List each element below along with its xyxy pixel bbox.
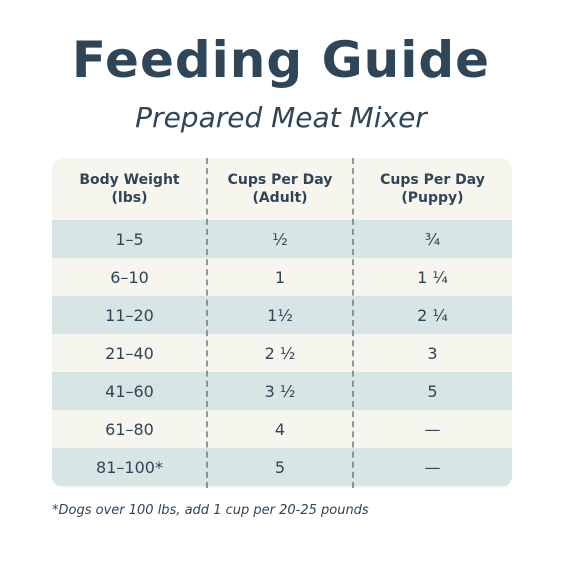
cell-body-weight: 11–20 [105,305,154,325]
column-divider [206,158,208,488]
cell-cups-puppy: 2 ¼ [417,305,448,325]
cell-cups-adult: 1 [274,267,286,287]
table-row: 21–40 2 ½ 3 [52,334,512,372]
cell-body-weight: 6–10 [110,267,149,287]
header-body-weight: Body Weight (lbs) [79,172,180,206]
cell-body-weight: 1–5 [115,229,144,249]
column-divider [352,158,354,488]
cell-cups-adult: 4 [274,419,286,439]
cell-cups-puppy: — [424,457,441,477]
table-row: 11–20 1½ 2 ¼ [52,296,512,334]
footnote: *Dogs over 100 lbs, add 1 cup per 20-25 … [52,503,369,518]
cell-cups-adult: 1½ [267,305,293,325]
cell-body-weight: 21–40 [105,343,154,363]
cell-cups-adult: ½ [272,229,288,249]
cell-body-weight: 81–100* [96,457,163,477]
cell-body-weight: 61–80 [105,419,154,439]
cell-cups-puppy: 3 [427,343,438,363]
table-row: 1–5 ½ ¾ [52,220,512,258]
header-cups-puppy: Cups Per Day (Puppy) [380,172,485,206]
cell-cups-adult: 5 [274,457,286,477]
header-cups-adult: Cups Per Day (Adult) [227,172,333,206]
cell-cups-adult: 3 ½ [264,381,296,401]
cell-cups-puppy: 5 [427,381,438,401]
cell-cups-puppy: ¾ [424,229,441,249]
page-subtitle: Prepared Meat Mixer [135,101,427,134]
cell-body-weight: 41–60 [105,381,154,401]
table-row: 61–80 4 — [52,410,512,448]
cell-cups-puppy: 1 ¼ [417,267,448,287]
feeding-table: Body Weight (lbs) Cups Per Day (Adult) C… [52,158,512,488]
cell-cups-adult: 2 ½ [264,343,296,363]
cell-cups-puppy: — [424,419,441,439]
table-row: 41–60 3 ½ 5 [52,372,512,410]
table-header: Body Weight (lbs) Cups Per Day (Adult) C… [52,158,512,220]
table-row: 81–100* 5 — [52,448,512,486]
table-row: 6–10 1 1 ¼ [52,258,512,296]
page-title: Feeding Guide [71,31,491,89]
